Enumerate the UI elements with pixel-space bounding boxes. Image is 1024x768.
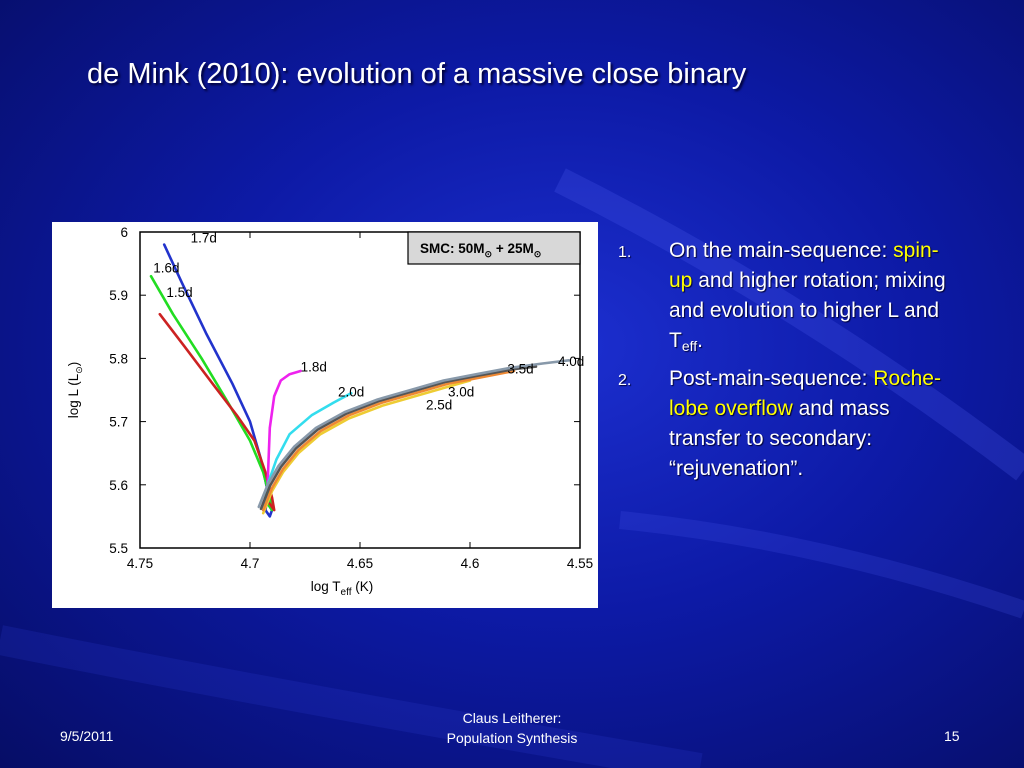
x-tick-label: 4.75	[127, 556, 153, 571]
series-label-3-0d: 3.0d	[448, 384, 474, 399]
bullet-number: 2.	[618, 372, 632, 389]
bullet-list: 1. On the main-sequence: spin-up and hig…	[618, 236, 958, 492]
x-axis-label: log T	[311, 579, 341, 594]
teff-subscript: eff	[681, 338, 698, 354]
series-layer	[149, 243, 571, 518]
legend-text-primary: SMC: 50M	[420, 241, 485, 256]
bullet-text: and mass transfer to secondary: “rejuven…	[669, 397, 890, 480]
x-axis-label-sub: eff	[341, 587, 352, 598]
y-axis-label-suffix: )	[66, 362, 81, 367]
sun-symbol: ⊙	[534, 249, 542, 259]
x-tick-label: 4.6	[461, 556, 480, 571]
series-line-1-5d	[158, 312, 276, 512]
series-label-2-5d: 2.5d	[426, 398, 452, 413]
series-line-4-0d	[257, 359, 571, 509]
x-axis-label-suffix: (K)	[351, 579, 373, 594]
sun-symbol: ⊙	[485, 249, 493, 259]
bullet-item-2: 2. Post-main-sequence: Roche-lobe overfl…	[618, 364, 958, 484]
slide-title: de Mink (2010): evolution of a massive c…	[87, 58, 747, 90]
highlight-roche-lobe: Roche-lobe overflow	[669, 367, 941, 420]
x-tick-label: 4.65	[347, 556, 373, 571]
y-tick-label: 6	[120, 225, 128, 240]
series-label-1-5d: 1.5d	[166, 285, 192, 300]
bullet-text: Post-main-sequence:	[669, 367, 874, 390]
svg-text:SMC: 50M⊙ + 25M⊙: SMC: 50M⊙ + 25M⊙	[420, 241, 541, 259]
series-label-1-6d: 1.6d	[153, 260, 179, 275]
y-tick-label: 5.9	[109, 288, 128, 303]
series-label-layer: 1.7d 1.6d 1.5d 1.8d 2.0d 2.5d3.0d 3.5d 4.0d	[153, 231, 584, 413]
bullet-text: On the main-sequence:	[669, 239, 894, 262]
tick-layer: 4.75 4.7 4.65 4.6 4.55 5.5 5.6 5.7 5.8 5.9 6	[109, 225, 593, 571]
hr-diagram-chart: 4.75 4.7 4.65 4.6 4.55 5.5 5.6 5.7 5.8 5.9 6 1.7d 1…	[52, 222, 598, 608]
chart-svg: 4.75 4.7 4.65 4.6 4.555.55.65.75.85.96 1.7d1…	[66, 225, 593, 598]
series-line-2-0d	[261, 391, 353, 512]
series-label-1-8d: 1.8d	[301, 360, 327, 375]
svg-text:log L (L⊙): log L (L⊙)	[66, 362, 84, 419]
bullet-text: .	[697, 329, 703, 352]
x-tick-label: 4.7	[241, 556, 260, 571]
legend-text-secondary: + 25M	[492, 241, 534, 256]
footer-page-number: 15	[944, 728, 960, 744]
footer-author: Claus Leitherer: Population Synthesis	[412, 708, 612, 748]
y-tick-label: 5.6	[109, 478, 128, 493]
series-line-3-0d	[261, 369, 516, 512]
svg-text:log Teff (K): log Teff (K)	[311, 579, 373, 598]
y-axis-label: log L (L	[66, 373, 81, 418]
series-line-2-5d	[261, 379, 472, 515]
series-label-3-5d: 3.5d	[507, 362, 533, 377]
series-line-1-8d	[266, 369, 302, 487]
highlight-spin-up: spin-up	[669, 239, 939, 292]
y-tick-label: 5.7	[109, 415, 128, 430]
bullet-text: and higher rotation; mixing and evolutio…	[669, 269, 946, 352]
bullet-item-1: 1. On the main-sequence: spin-up and hig…	[618, 236, 958, 356]
footer-author-line2: Population Synthesis	[446, 730, 578, 746]
series-label-4-0d: 4.0d	[558, 354, 584, 369]
series-line-1-6d	[149, 274, 274, 512]
bullet-number: 1.	[618, 244, 632, 261]
y-tick-label: 5.8	[109, 351, 128, 366]
y-tick-label: 5.5	[109, 541, 128, 556]
footer-author-line1: Claus Leitherer:	[462, 710, 562, 726]
series-line-3-5d	[259, 365, 538, 511]
footer-date: 9/5/2011	[60, 728, 114, 744]
y-axis-sun-symbol: ⊙	[74, 366, 84, 374]
series-label-1-7d: 1.7d	[191, 231, 217, 246]
series-label-2-0d: 2.0d	[338, 384, 364, 399]
x-tick-label: 4.55	[567, 556, 593, 571]
legend-box: SMC: 50M⊙ + 25M⊙	[407, 231, 581, 265]
